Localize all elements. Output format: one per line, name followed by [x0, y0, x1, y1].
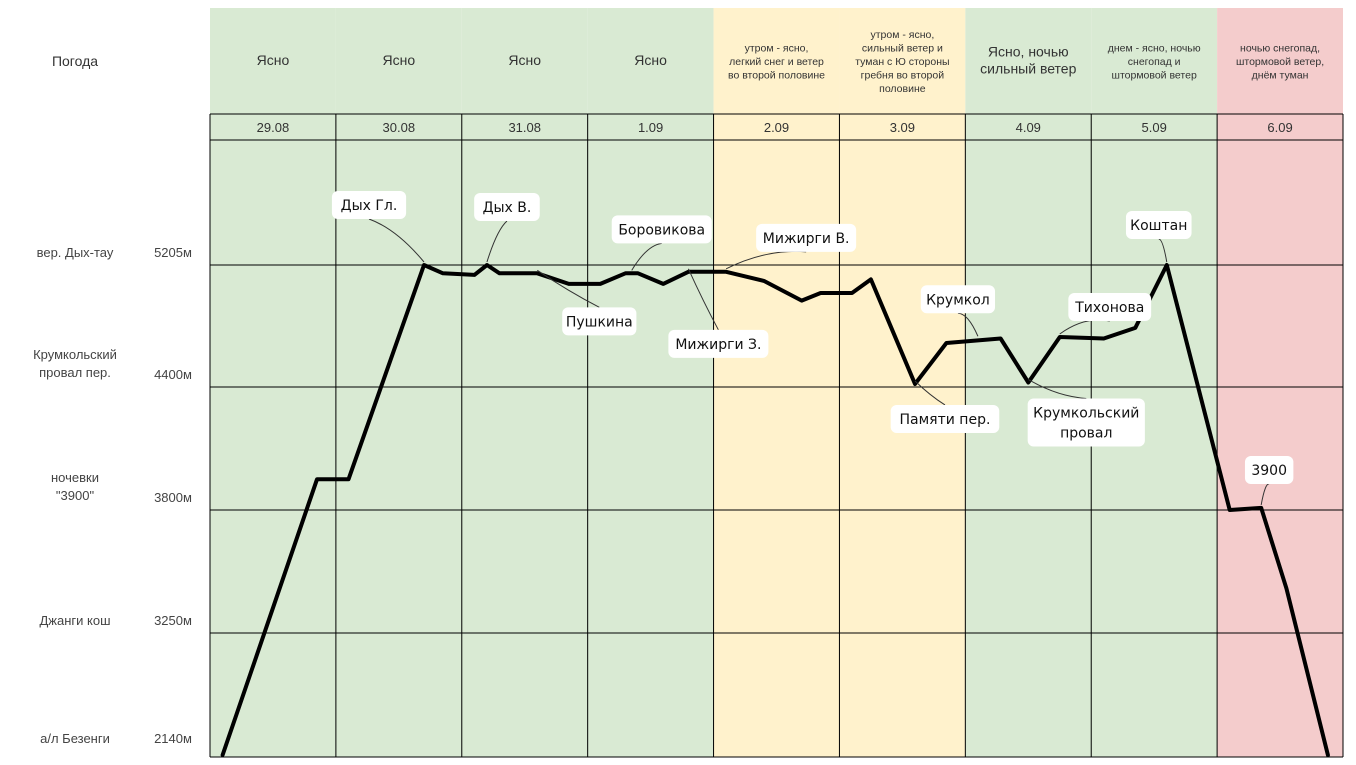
- level-altitude-label: 3250м: [154, 613, 192, 628]
- annotation-connector: [687, 268, 719, 331]
- annotation: Памяти пер.: [890, 380, 1000, 433]
- weather-cell-text: Ясно: [508, 52, 541, 68]
- annotation-connector: [1028, 379, 1087, 399]
- date-cell-text: 4.09: [1016, 120, 1041, 135]
- day-backgrounds: [210, 8, 1343, 757]
- weather-cell-text: Ясно: [383, 52, 416, 68]
- annotation-connector: [1260, 483, 1270, 506]
- annotation: Дых Гл.: [331, 191, 425, 263]
- annotation-connector: [537, 269, 600, 308]
- weather-cell-text: днем - ясно, ночью снегопад и штормовой ве…: [1108, 43, 1201, 82]
- altitude-profile-line: [220, 263, 1330, 757]
- level-altitude-label: 2140м: [154, 731, 192, 746]
- annotation: 3900: [1244, 455, 1294, 506]
- annotation: Крумкольский провал: [1027, 379, 1145, 447]
- annotation-label: Дых Гл.: [341, 198, 398, 214]
- level-name-label: Джанги кош: [39, 613, 110, 628]
- date-cell-text: 29.08: [257, 120, 290, 135]
- annotation-box: [920, 285, 996, 314]
- annotation: Тихонова: [1059, 292, 1152, 335]
- annotation-box: [756, 223, 857, 252]
- date-cell-text: 31.08: [508, 120, 541, 135]
- weather-cell-text: ночью снегопад, штормовой ветер, днём тума…: [1236, 43, 1324, 82]
- date-cell-text: 1.09: [638, 120, 663, 135]
- annotation-connector: [1158, 238, 1168, 263]
- annotation-connector: [957, 312, 979, 337]
- weather-cell-text: утром - ясно, легкий снег и ветер во второ…: [728, 43, 825, 82]
- level-altitude-label: 3800м: [154, 490, 192, 505]
- annotation-label: Тихонова: [1074, 300, 1144, 316]
- weather-cell-text: Ясно: [257, 52, 290, 68]
- day-column-bg: [335, 8, 462, 757]
- annotation-box: [890, 404, 1000, 433]
- weather-cell-text: Ясно: [634, 52, 667, 68]
- annotation: Мижирги З.: [668, 268, 769, 358]
- date-cell-text: 2.09: [764, 120, 789, 135]
- date-cell-text: 30.08: [383, 120, 416, 135]
- annotation-box: [474, 193, 540, 221]
- annotation-label: Крумкольский провал: [1033, 405, 1139, 441]
- annotation-box: [668, 329, 769, 358]
- day-column-bg: [1217, 8, 1343, 757]
- annotation-label: Крумкол: [926, 292, 990, 308]
- annotation-box: [331, 191, 407, 219]
- annotation-label: 3900: [1251, 463, 1287, 479]
- level-altitude-label: 4400м: [154, 367, 192, 382]
- day-column-bg: [587, 8, 714, 757]
- level-name-label: а/л Безенги: [40, 731, 110, 746]
- annotation: Крумкол: [920, 285, 996, 337]
- annotation-label: Боровикова: [618, 222, 705, 238]
- annotation-connector: [368, 218, 425, 263]
- annotation-connector: [631, 242, 662, 271]
- date-cell-text: 3.09: [890, 120, 915, 135]
- annotation-label: Коштан: [1130, 218, 1187, 234]
- day-column-bg: [210, 8, 336, 757]
- annotation-box: [1244, 455, 1294, 484]
- level-name-label: вер. Дых-тау: [37, 245, 114, 260]
- annotation-box: [1027, 398, 1145, 447]
- annotation-connector: [486, 220, 508, 263]
- date-cell-text: 6.09: [1267, 120, 1292, 135]
- weather-cell-text: Ясно, ночью сильный ветер: [980, 44, 1076, 77]
- level-name-label: Крумкольский провал пер.: [33, 347, 117, 380]
- day-column-bg: [839, 8, 966, 757]
- day-column-bg: [461, 8, 588, 757]
- annotation-label: Пушкина: [566, 314, 633, 330]
- grid: [209, 113, 1344, 758]
- level-altitude-label: 5205м: [154, 245, 192, 260]
- annotation: Пушкина: [537, 269, 637, 336]
- weather-cell-text: утром - ясно, сильный ветер и туман с Ю ст…: [855, 29, 949, 95]
- annotation-connector: [914, 380, 946, 406]
- annotation-box: [1068, 292, 1152, 321]
- annotation-box: [562, 307, 637, 336]
- annotation-label: Памяти пер.: [900, 412, 991, 428]
- annotation: Коштан: [1125, 211, 1192, 263]
- annotation-label: Мижирги В.: [763, 231, 850, 247]
- table-text: Погода Ясно 29.08 Ясно 30.08 Ясно 31.08 Ясно 1.0…: [33, 29, 1324, 746]
- annotation: Мижирги В.: [725, 223, 857, 270]
- annotation: Боровикова: [611, 215, 712, 271]
- annotation-box: [1125, 211, 1192, 239]
- annotation: Дых В.: [474, 193, 540, 263]
- level-name-label: ночевки "3900": [51, 470, 99, 503]
- date-cell-text: 5.09: [1142, 120, 1167, 135]
- weather-header-label: Погода: [52, 53, 98, 69]
- annotation-box: [611, 215, 712, 244]
- annotations: Дых Гл. Дых В. Пушкина Боровикова Мижирги З.…: [331, 191, 1294, 506]
- annotation-label: Мижирги З.: [675, 337, 761, 353]
- annotation-label: Дых В.: [483, 200, 532, 216]
- day-column-bg: [713, 8, 840, 757]
